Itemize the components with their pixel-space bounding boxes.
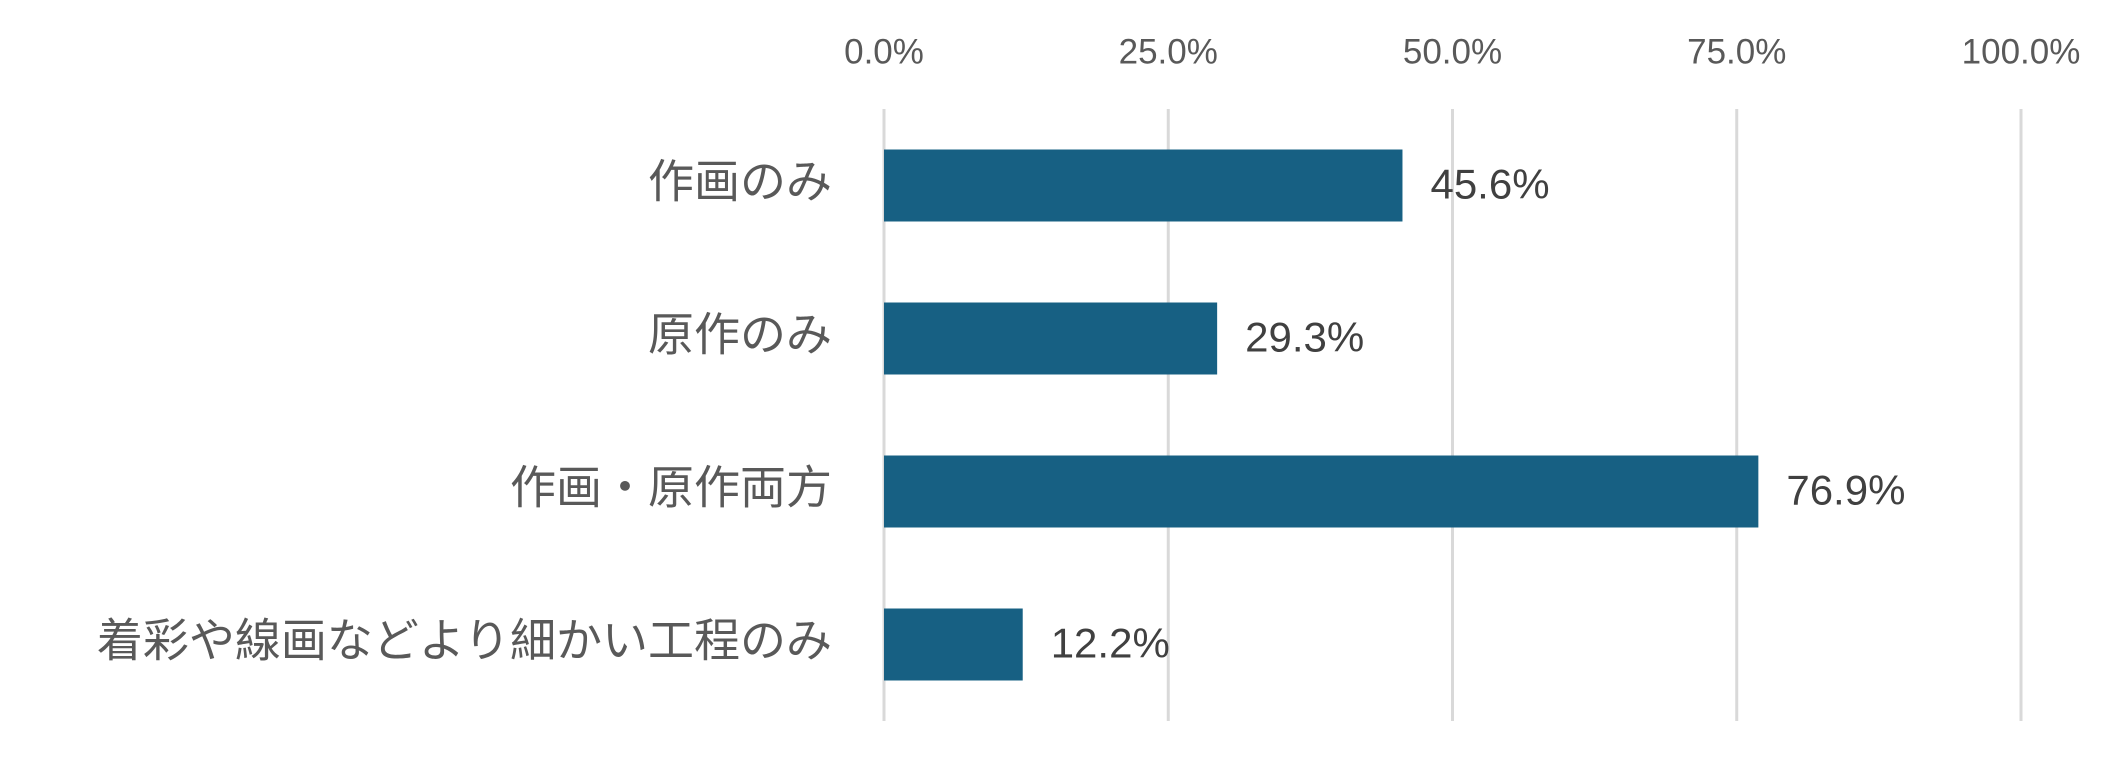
category-label: 着彩や線画などより細かい工程のみ bbox=[97, 615, 832, 667]
bar bbox=[884, 149, 1403, 222]
bar bbox=[884, 608, 1023, 681]
category-label: 作画・原作両方 bbox=[510, 462, 832, 514]
x-tick-label: 25.0% bbox=[1119, 32, 1218, 71]
x-tick-label: 0.0% bbox=[844, 32, 924, 71]
bar bbox=[884, 455, 1759, 528]
value-label: 45.6% bbox=[1430, 161, 1549, 208]
x-tick-label: 100.0% bbox=[1962, 32, 2081, 71]
value-label: 12.2% bbox=[1051, 620, 1170, 667]
x-tick-label: 50.0% bbox=[1403, 32, 1502, 71]
category-label: 作画のみ bbox=[648, 156, 832, 208]
value-label: 76.9% bbox=[1786, 467, 1905, 514]
x-tick-label: 75.0% bbox=[1687, 32, 1786, 71]
category-label: 原作のみ bbox=[648, 309, 832, 361]
value-label: 29.3% bbox=[1245, 314, 1364, 361]
bar bbox=[884, 302, 1218, 375]
